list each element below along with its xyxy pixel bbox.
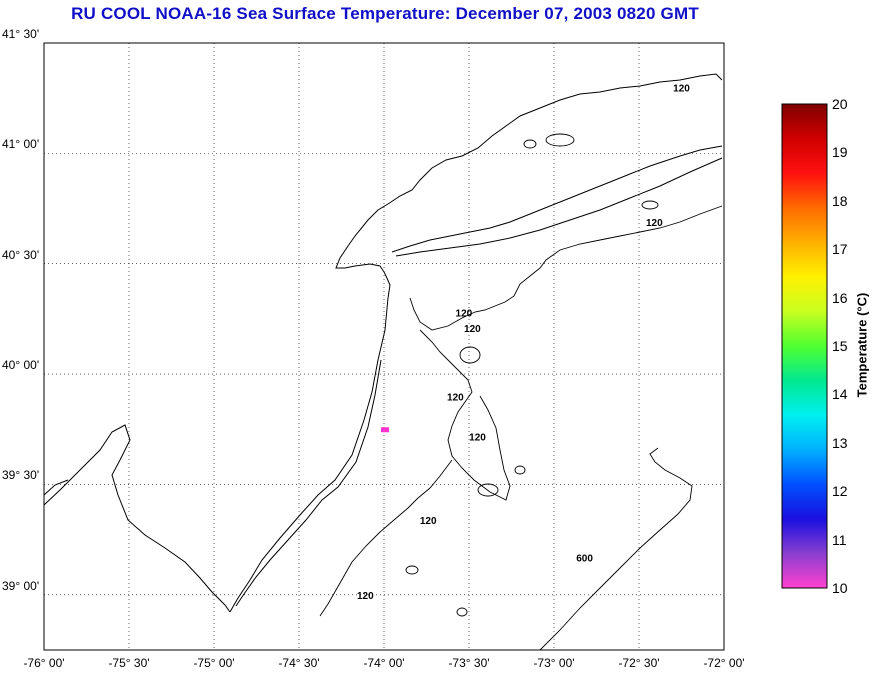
sst-pixels: [381, 427, 389, 433]
contour-depth-label: 120: [673, 84, 690, 95]
longitude-label: -75° 00': [193, 656, 235, 670]
contour-depth-label: 120: [464, 324, 481, 335]
coastline: [43, 73, 723, 613]
latitude-label: 39° 30': [2, 468, 40, 483]
colorbar-tick-label: 11: [832, 531, 847, 548]
contour-depth-label: 120: [646, 218, 663, 229]
longitude-label: -73° 30': [448, 656, 490, 670]
contour-depth-label: 120: [456, 309, 473, 320]
latitude-label: 41° 00': [2, 137, 40, 152]
bathymetry-contours: [319, 133, 723, 651]
longitude-label: -76° 00': [23, 656, 65, 670]
longitude-label: -73° 00': [533, 656, 575, 670]
contour-depth-label: 600: [576, 554, 593, 565]
graticule: [44, 43, 724, 650]
colorbar-tick-label: 17: [832, 241, 848, 258]
colorbar-tick-label: 13: [832, 434, 848, 451]
contour-labels: 120 120 120 120 120 120 120 120 600: [357, 84, 690, 603]
contour-depth-label: 120: [357, 591, 374, 602]
colorbar-tick-label: 19: [832, 144, 848, 161]
colorbar-tick-label: 15: [832, 338, 848, 354]
longitude-label: -72° 30': [618, 656, 660, 670]
longitude-label: -75° 30': [108, 656, 150, 670]
colorbar-tick-label: 14: [832, 386, 848, 403]
longitude-label: -74° 30': [278, 656, 320, 670]
colorbar-title: Temperature (°C): [854, 292, 870, 398]
longitude-label: -72° 00': [703, 656, 745, 670]
latitude-label: 39° 00': [2, 578, 40, 593]
map-frame: [43, 42, 725, 651]
colorbar: [781, 103, 828, 589]
latitude-label: 41° 30': [2, 27, 40, 41]
colorbar-tick-label: 18: [832, 192, 848, 209]
colorbar-tick-label: 12: [832, 483, 848, 500]
longitude-label: -74° 00': [363, 656, 405, 670]
map-title: RU COOL NOAA-16 Sea Surface Temperature:…: [71, 4, 699, 23]
contour-depth-label: 120: [469, 432, 486, 443]
latitude-label: 40° 00': [2, 358, 40, 373]
colorbar-tick-label: 16: [832, 289, 848, 306]
colorbar-tick-label: 20: [832, 96, 848, 112]
contour-depth-label: 120: [420, 516, 437, 527]
colorbar-tick-label: 10: [832, 580, 848, 596]
contour-depth-label: 120: [447, 393, 464, 404]
latitude-label: 40° 30': [2, 247, 40, 262]
